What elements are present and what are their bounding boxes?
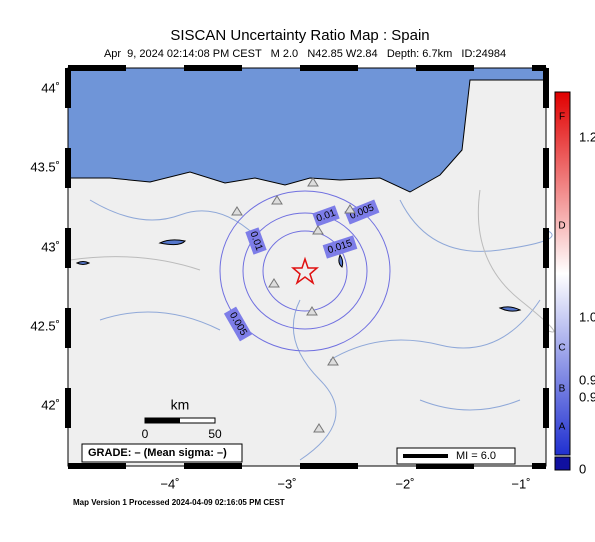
grade-letter: F: [559, 112, 565, 123]
colorbar-value: 0: [579, 461, 586, 476]
colorbar-value: 0.9: [579, 372, 595, 387]
lon-label: −1˚: [511, 476, 530, 491]
grade: GRADE: – (Mean sigma: –): [88, 447, 227, 459]
lon-label: −3˚: [277, 476, 296, 491]
grade-letter: D: [558, 221, 565, 232]
lat-label: 43˚: [41, 239, 60, 254]
map-frame: 0.005 0.01 0.015 0.01 0.005: [65, 65, 555, 469]
lat-label: 44˚: [41, 80, 60, 95]
scale-end: 50: [208, 427, 222, 441]
scale-bar: km 0 50: [142, 397, 222, 441]
colorbar-value: 0.9: [579, 389, 595, 404]
scale-unit: km: [171, 397, 190, 413]
colorbar-value: 1.2: [579, 129, 595, 144]
title: SISCAN Uncertainty Ratio Map : Spain: [170, 27, 429, 44]
grade-letter: A: [559, 422, 566, 433]
subtitle: Apr 9, 2024 02:14:08 PM CEST M 2.0 N42.8…: [104, 48, 506, 60]
grade-letter: B: [559, 384, 566, 395]
grade-letter: C: [558, 343, 565, 354]
lat-label: 42.5˚: [30, 318, 60, 333]
epicenter: [290, 256, 320, 286]
lon-label: −4˚: [160, 476, 179, 491]
lat-label: 42˚: [41, 397, 60, 412]
colorbar-value: 1.0: [579, 309, 595, 324]
scale-start: 0: [142, 427, 149, 441]
legend-label: MI = 6.0: [456, 450, 496, 462]
lon-label: −2˚: [395, 476, 414, 491]
footer: Map Version 1 Processed 2024-04-09 02:16…: [73, 498, 285, 507]
lat-label: 43.5˚: [30, 159, 60, 174]
colorbar: F D C B A 1.2 1.0 0.9 0.9 0: [554, 91, 595, 476]
